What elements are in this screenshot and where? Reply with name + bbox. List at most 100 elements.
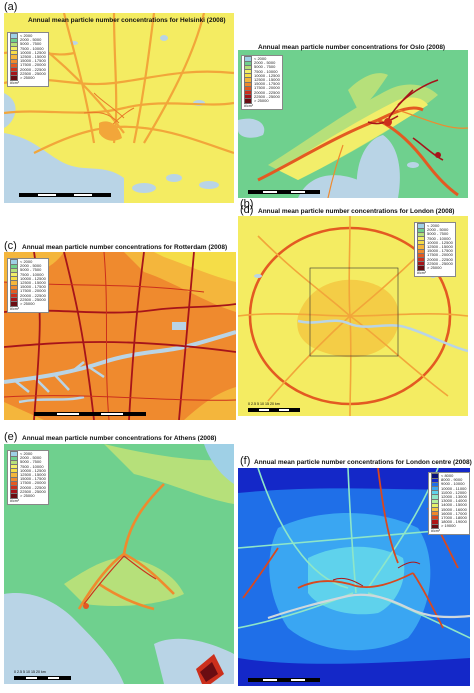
panel-title: Annual mean particle number concentratio…: [22, 244, 228, 251]
legend-label: 20000 - 22500: [427, 256, 453, 262]
legend-label: 15000 - 17500: [427, 248, 453, 254]
legend: < 2000 2000 - 5000 5000 - 7500 7500 - 10000…: [7, 32, 49, 87]
legend-label: 14000 - 15000: [441, 502, 467, 508]
legend-label: 7500 - 10000: [20, 45, 44, 51]
legend-swatch: [244, 98, 252, 104]
legend-label: 2000 - 5000: [254, 60, 276, 66]
scale-bar: [34, 412, 146, 417]
legend-label: 10000 - 12500: [20, 275, 46, 281]
legend-label: 5000 - 7500: [20, 459, 42, 465]
legend-label: > 25000: [20, 74, 35, 80]
legend-label: 2000 - 5000: [427, 227, 449, 233]
legend-item: > 19000: [431, 524, 467, 530]
panel-label: (c): [4, 240, 17, 252]
legend-label: 7500 - 10000: [20, 271, 44, 277]
legend: < 2000 2000 - 5000 5000 - 7500 7500 - 10000…: [241, 55, 283, 110]
panel-label: (f): [240, 455, 251, 467]
scale-text: 0 2.5 5 10 15 20 km: [248, 402, 280, 406]
london-centre-map: [238, 468, 470, 686]
legend-label: 22500 - 25000: [20, 488, 46, 494]
legend-rows: < 2000 2000 - 5000 5000 - 7500 7500 - 10000…: [10, 33, 46, 81]
legend-label: 5000 - 7500: [427, 231, 449, 237]
legend-label: 12000 - 13000: [441, 493, 467, 499]
legend-label: < 2000: [20, 259, 33, 264]
legend-item: > 25000: [417, 264, 453, 271]
legend-label: 10000 - 11000: [441, 485, 467, 491]
legend-label: 5000 - 7500: [20, 41, 42, 47]
legend-rows: < 2000 2000 - 5000 5000 - 7500 7500 - 10000…: [417, 223, 453, 271]
legend-swatch: [417, 265, 425, 271]
legend-unit: #/cm³: [10, 498, 19, 503]
map-panel-oslo: Annual mean particle number concentratio…: [238, 50, 468, 198]
map-panel-london-centre: < 8000 8000 - 9000 9000 - 10000 10000 - 110…: [238, 468, 470, 686]
legend-label: 2000 - 5000: [20, 37, 42, 43]
legend-label: < 2000: [254, 56, 267, 61]
legend: < 2000 2000 - 5000 5000 - 7500 7500 - 10000…: [7, 258, 49, 313]
legend-label: 12500 - 15000: [20, 471, 46, 477]
legend-label: 10000 - 12500: [20, 49, 46, 55]
legend-swatch: [10, 75, 18, 81]
legend-rows: < 2000 2000 - 5000 5000 - 7500 7500 - 10000…: [10, 451, 46, 499]
legend-label: 12500 - 15000: [20, 53, 46, 59]
legend-item: > 25000: [244, 98, 280, 104]
legend-label: 5000 - 7500: [20, 267, 42, 273]
legend-rows: < 8000 8000 - 9000 9000 - 10000 10000 - 110…: [431, 473, 467, 530]
legend-label: < 2000: [20, 33, 33, 38]
legend-unit: #/cm³: [431, 528, 440, 533]
legend-label: 17500 - 20000: [254, 85, 280, 91]
legend-label: 20000 - 22500: [20, 484, 46, 490]
legend-label: < 8000: [441, 473, 454, 478]
legend-label: 7500 - 10000: [427, 235, 451, 241]
legend-label: 15000 - 17500: [254, 81, 280, 87]
legend-label: 2000 - 5000: [20, 263, 42, 269]
legend-label: 17500 - 20000: [20, 62, 46, 68]
helsinki-map: [4, 13, 234, 203]
legend-label: 22500 - 25000: [20, 70, 46, 76]
legend-label: 15000 - 16000: [441, 506, 467, 512]
legend-label: 9000 - 10000: [441, 481, 465, 487]
map-panel-athens: < 2000 2000 - 5000 5000 - 7500 7500 - 10000…: [4, 444, 234, 684]
legend-label: 8000 - 9000: [441, 477, 463, 483]
legend-label: 17500 - 20000: [20, 288, 46, 294]
panel-label: (b): [240, 198, 254, 210]
scale-text: 0 2.5 5 10 15 20 km: [14, 670, 46, 674]
legend-label: > 25000: [427, 264, 442, 270]
legend-label: 15000 - 17500: [20, 476, 46, 482]
scale-bar: [248, 408, 300, 413]
scale-bar: [248, 678, 320, 683]
legend-label: 15000 - 17500: [20, 284, 46, 290]
legend-label: 17500 - 20000: [20, 480, 46, 486]
legend-swatch: [10, 493, 18, 499]
legend-label: 20000 - 22500: [20, 292, 46, 298]
legend-label: > 25000: [20, 492, 35, 498]
legend-label: 12500 - 15000: [427, 243, 453, 249]
legend-label: 10000 - 12500: [254, 72, 280, 78]
panel-label: (e): [4, 431, 18, 443]
legend-label: 16000 - 17000: [441, 510, 467, 516]
legend-unit: #/cm³: [417, 270, 426, 275]
legend: < 8000 8000 - 9000 9000 - 10000 10000 - 110…: [428, 472, 470, 536]
legend-label: 18000 - 19000: [441, 519, 467, 525]
legend-unit: #/cm³: [10, 80, 19, 85]
scale-bar: [19, 193, 111, 198]
legend-label: 20000 - 22500: [254, 89, 280, 95]
legend: < 2000 2000 - 5000 5000 - 7500 7500 - 10000…: [7, 450, 49, 505]
panel-label: (a): [4, 1, 18, 13]
legend-label: 22500 - 25000: [427, 260, 453, 266]
legend-item: > 25000: [10, 492, 46, 499]
legend-item: > 25000: [10, 74, 46, 81]
legend-rows: < 2000 2000 - 5000 5000 - 7500 7500 - 10000…: [244, 56, 280, 104]
scale-bar: [248, 190, 320, 195]
legend-label: 11000 - 12000: [441, 489, 467, 495]
legend-rows: < 2000 2000 - 5000 5000 - 7500 7500 - 10000…: [10, 259, 46, 307]
panel-title-oslo: Annual mean particle number concentratio…: [258, 44, 446, 51]
legend-swatch: [10, 301, 18, 307]
legend-label: 12500 - 15000: [254, 76, 280, 82]
legend-label: 20000 - 22500: [20, 66, 46, 72]
athens-map: [4, 444, 234, 684]
legend-label: 17000 - 18000: [441, 514, 467, 520]
legend-label: 10000 - 12500: [427, 239, 453, 245]
legend-label: 17500 - 20000: [427, 252, 453, 258]
legend-label: 22500 - 25000: [254, 93, 280, 99]
legend-unit: #/cm³: [244, 103, 253, 108]
